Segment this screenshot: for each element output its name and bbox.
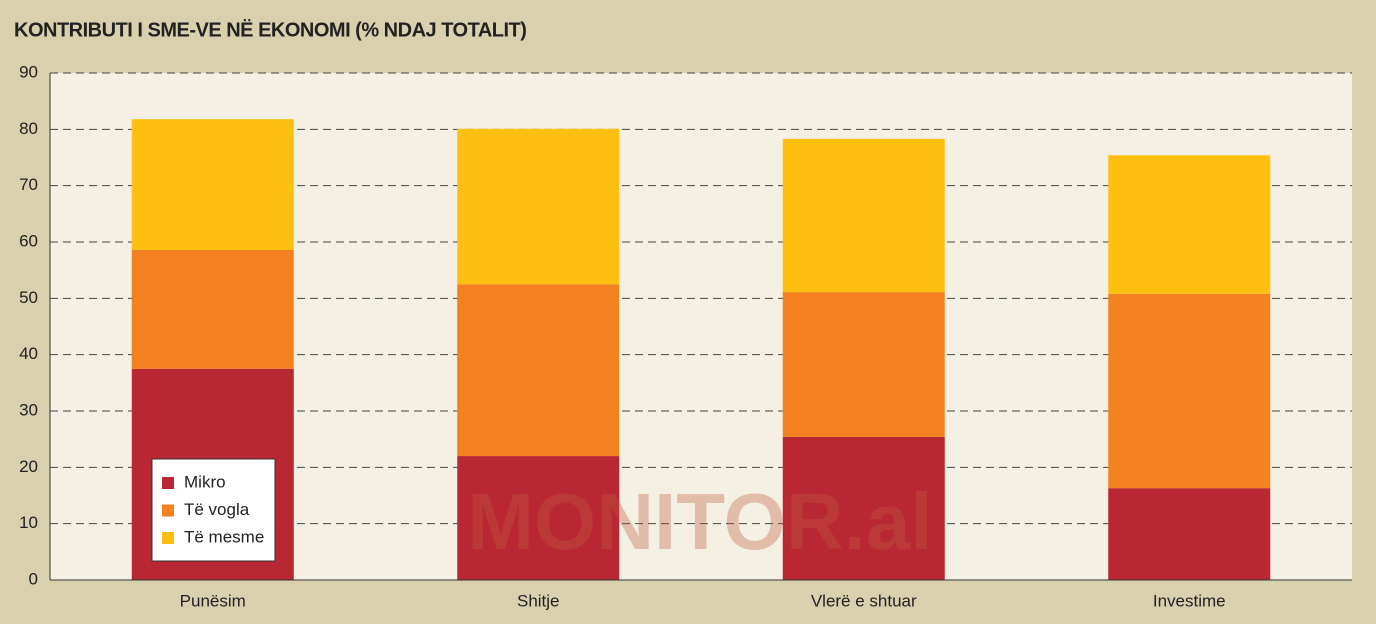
legend-swatch: [162, 477, 174, 489]
chart-title: KONTRIBUTI I SME-VE NË EKONOMI (% NDAJ T…: [14, 18, 526, 41]
y-tick-label: 0: [29, 569, 38, 588]
watermark: MONITOR.al: [467, 477, 932, 566]
bar-segment: [782, 292, 945, 437]
bar-segment: [782, 436, 945, 580]
bar-segment: [782, 138, 945, 293]
bar-segment: [457, 456, 620, 580]
y-tick-label: 70: [19, 175, 38, 194]
bar-segment: [1108, 488, 1271, 580]
bar-segment: [457, 284, 620, 457]
bar-segment: [1108, 155, 1271, 294]
bar-segment: [457, 128, 620, 285]
legend-swatch: [162, 504, 174, 517]
y-tick-label: 60: [19, 231, 38, 250]
bar-segment: [131, 119, 294, 250]
y-tick-label: 20: [19, 457, 38, 476]
y-tick-label: 80: [19, 119, 38, 138]
bar-segment: [1108, 293, 1271, 489]
y-tick-label: 30: [19, 400, 38, 419]
y-tick-label: 40: [19, 344, 38, 363]
y-tick-label: 90: [19, 62, 38, 81]
x-tick-label: Vlerë e shtuar: [811, 591, 917, 610]
bar-segment: [131, 249, 294, 369]
x-tick-label: Investime: [1153, 591, 1226, 610]
legend-swatch: [162, 532, 174, 544]
legend-label: Të mesme: [184, 527, 264, 546]
y-tick-label: 10: [19, 513, 38, 532]
y-tick-label: 50: [19, 288, 38, 307]
x-tick-label: Shitje: [517, 591, 560, 610]
legend-label: Të vogla: [184, 500, 250, 519]
legend-label: Mikro: [184, 472, 226, 491]
x-tick-label: Punësim: [180, 591, 246, 610]
